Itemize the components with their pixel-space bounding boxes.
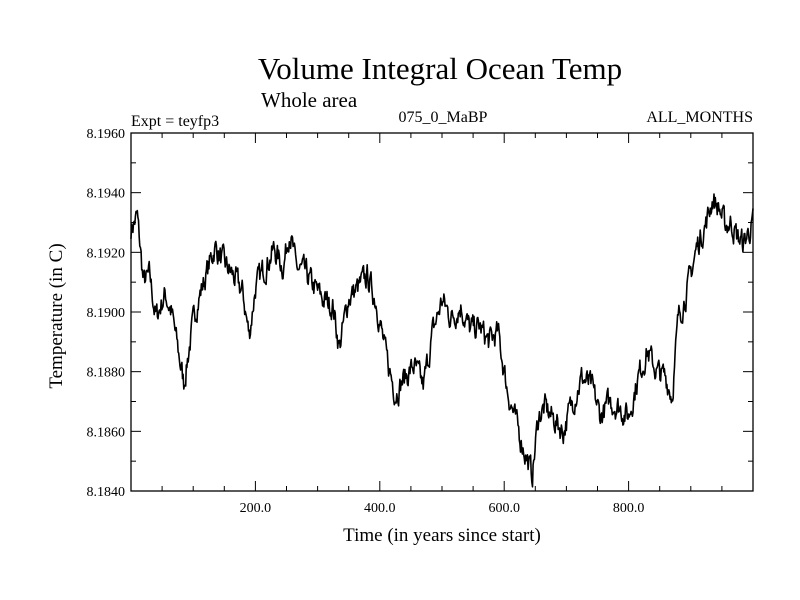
y-tick-label: 8.1880 — [87, 366, 126, 381]
x-axis-label: Time (in years since start) — [343, 525, 541, 546]
chart-title: Volume Integral Ocean Temp — [258, 51, 622, 86]
period-label: 075_0_MaBP — [399, 109, 488, 126]
months-label: ALL_MONTHS — [646, 109, 753, 126]
x-tick-label: 400.0 — [364, 501, 396, 516]
series-line-1 — [130, 193, 754, 488]
y-tick-label: 8.1960 — [87, 127, 126, 142]
y-tick-label: 8.1920 — [87, 246, 126, 261]
x-tick-label: 200.0 — [240, 501, 272, 516]
experiment-label: Expt = teyfp3 — [131, 113, 219, 130]
x-tick-label: 600.0 — [488, 501, 520, 516]
y-tick-label: 8.1840 — [87, 485, 126, 500]
chart-subtitle: Whole area — [261, 88, 358, 112]
plot-frame — [130, 132, 754, 492]
plot-area: 200.0 400.0 600.0 800.0 8.1840 8.1860 8.1880 8.… — [87, 127, 754, 516]
x-tick-label: 800.0 — [613, 501, 645, 516]
y-tick-label: 8.1940 — [87, 187, 126, 202]
y-axis-label: Temperature (in C) — [46, 243, 67, 388]
y-tick-label: 8.1860 — [87, 425, 126, 440]
y-tick-label: 8.1900 — [87, 306, 126, 321]
